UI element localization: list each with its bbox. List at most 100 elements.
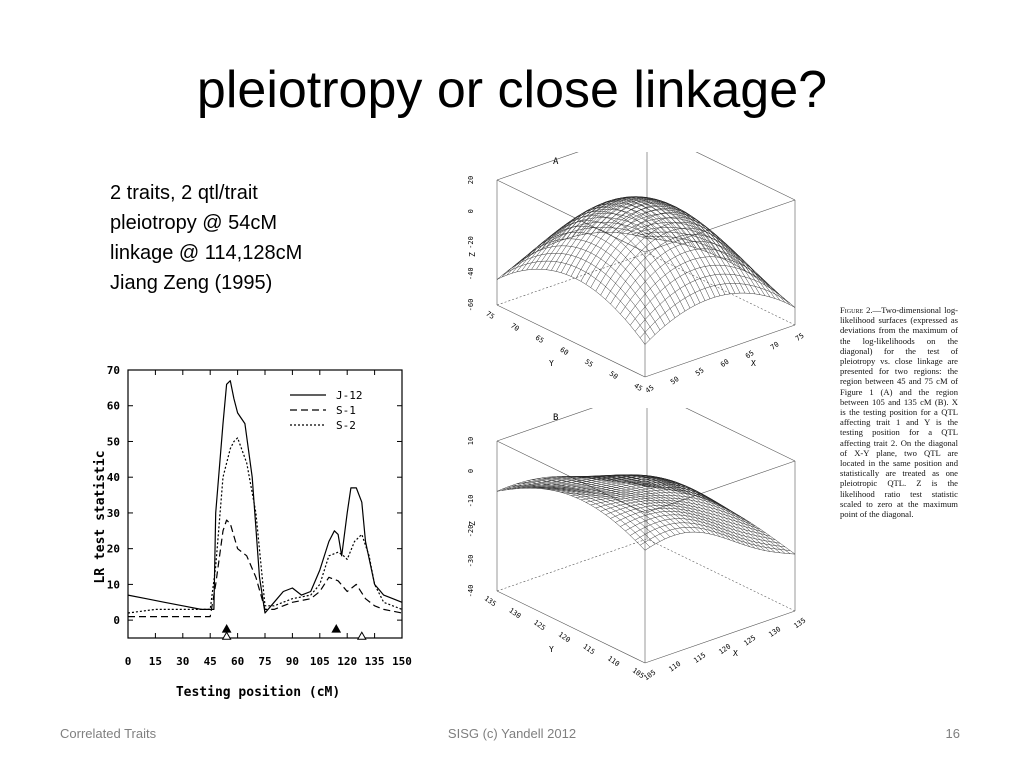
y-tick-label: 115 [581, 642, 596, 656]
legend-label: J-12 [336, 389, 363, 402]
y-tick-label: 120 [557, 630, 572, 644]
y-tick-label: 65 [534, 334, 546, 345]
bullet-item: Jiang Zeng (1995) [110, 272, 273, 294]
surface-label: A [553, 157, 559, 167]
box-edge [646, 538, 796, 612]
figure-caption: Figure 2.—Two-dimensional log-likelihood… [840, 305, 958, 519]
box-edge [496, 179, 646, 253]
y-tick-label: 40 [107, 471, 120, 484]
chart-markers [221, 624, 367, 640]
x-tick-label: 120 [337, 655, 357, 668]
y-tick-label: 130 [507, 606, 522, 620]
chart-series [127, 380, 403, 618]
y-tick-label: 10 [107, 578, 120, 591]
footer-center: SISG (c) Yandell 2012 [447, 726, 577, 741]
surface-axis-labels: Z Y X 20 0 -20 -40 -60 75 70 65 60 55 50 45 45 50 55 60… [467, 176, 806, 395]
z-tick-label: -60 [467, 299, 475, 312]
z-tick-label: -40 [467, 267, 475, 280]
z-tick-label: 0 [467, 209, 475, 213]
z-axis-label: Z [468, 252, 477, 257]
x-tick-label: 30 [176, 655, 189, 668]
x-tick-label: 0 [125, 655, 132, 668]
y-tick-label: 30 [107, 507, 120, 520]
surface-label: B [553, 413, 558, 423]
box-edge [496, 252, 648, 306]
z-axis-label: Z [468, 521, 477, 526]
bullet-item: 2 traits, 2 qtl/trait [110, 182, 258, 204]
y-tick-label: 75 [484, 310, 496, 321]
footer-left: Correlated Traits [60, 726, 157, 741]
y-tick-label: 50 [107, 435, 120, 448]
x-tick-label: 120 [717, 642, 732, 656]
x-tick-label: 105 [310, 655, 330, 668]
slide-number: 16 [945, 726, 960, 741]
x-tick-label: 75 [794, 332, 806, 343]
x-tick-label: 45 [644, 384, 656, 395]
box-edge [646, 252, 796, 326]
y-tick-label: 55 [583, 358, 595, 369]
chart-legend: J-12 S-1 S-2 [290, 389, 363, 432]
y-axis-label: Y [549, 359, 554, 368]
y-tick-label: 60 [107, 400, 120, 413]
x-tick-label: 60 [719, 358, 731, 369]
z-tick-label: -10 [467, 495, 475, 508]
box-edge [644, 610, 796, 664]
x-tick-label: 60 [231, 655, 244, 668]
x-tick-label: 90 [286, 655, 299, 668]
surface-box [496, 408, 796, 664]
box-edge [685, 408, 796, 462]
x-tick-label: 115 [692, 651, 707, 665]
x-axis-label: X [733, 649, 738, 658]
mesh-lines [496, 196, 796, 345]
y-tick-label: 20 [107, 543, 120, 556]
x-axis-label: X [751, 359, 756, 368]
z-tick-label: -40 [467, 585, 475, 598]
y-tick-label: 70 [107, 364, 120, 377]
box-edge [644, 199, 796, 253]
x-tick-label: 135 [792, 616, 807, 630]
y-axis-label: Y [549, 645, 554, 654]
surface-plot-a: A Z Y X 20 0 -20 -40 -60 75 70 65 60 55 50 45 45 50 55… [467, 152, 806, 395]
x-tick-label: 65 [744, 349, 756, 360]
caption-head: Figure 2. [840, 305, 873, 315]
z-tick-label: 0 [467, 469, 475, 473]
y-tick-label: 0 [113, 614, 120, 627]
x-tick-label: 110 [667, 660, 682, 674]
box-edge [644, 324, 796, 378]
z-tick-label: -20 [467, 236, 475, 249]
surface-box [496, 152, 796, 378]
mesh-lines [496, 474, 796, 555]
chart-axes: 0 15 30 45 60 75 90 105 120 135 150 0 10 20 30 40 50 60 70 [107, 364, 412, 668]
y-tick-label: 110 [606, 654, 621, 668]
x-tick-label: 150 [392, 655, 412, 668]
bullet-list: 2 traits, 2 qtl/trait pleiotropy @ 54cM … [110, 178, 302, 298]
box-edge [496, 408, 594, 442]
qtl-marker-filled [221, 624, 232, 633]
y-tick-label: 70 [509, 322, 521, 333]
surface-mesh [496, 474, 796, 555]
x-tick-label: 130 [767, 625, 782, 639]
box-edge [496, 152, 579, 181]
y-tick-label: 125 [532, 618, 547, 632]
surface-plot-b: B Z Y X 10 0 -10 -20 -30 -40 135 130 125 120 115 11… [467, 408, 807, 682]
box-edge [496, 304, 646, 378]
qtl-marker-filled [331, 624, 342, 633]
x-tick-label: 70 [769, 340, 781, 351]
series-line-s-2 [127, 437, 403, 614]
x-tick-label: 105 [642, 668, 657, 682]
box-edge [644, 460, 796, 514]
x-tick-label: 55 [694, 366, 706, 377]
caption-body: —Two-dimensional log-likelihood surfaces… [840, 305, 958, 520]
x-tick-label: 75 [258, 655, 271, 668]
z-tick-label: 10 [467, 437, 475, 445]
y-tick-label: 60 [558, 346, 570, 357]
series-line-j-12 [127, 380, 403, 614]
x-tick-label: 135 [365, 655, 385, 668]
y-tick-label: 135 [483, 594, 498, 608]
x-tick-label: 50 [669, 375, 681, 386]
box-edge [496, 538, 648, 592]
x-tick-label: 45 [204, 655, 217, 668]
x-tick-label: 125 [742, 634, 757, 648]
y-axis-label: LR test statistic [93, 450, 108, 583]
